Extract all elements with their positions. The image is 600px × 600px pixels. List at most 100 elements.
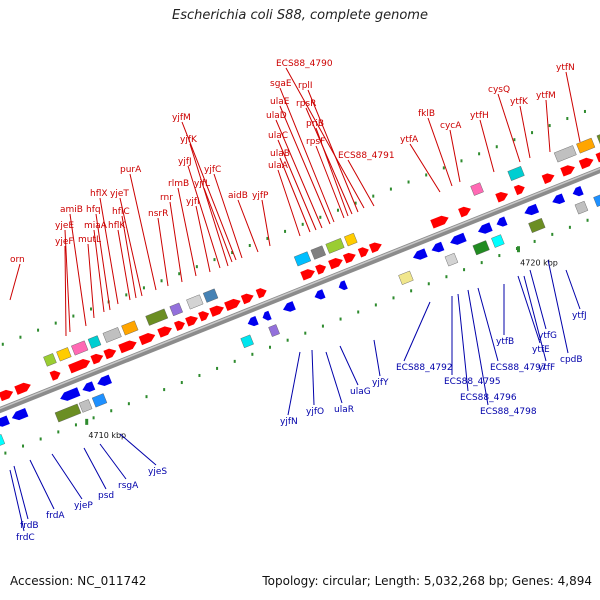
scale-tick xyxy=(74,423,77,427)
forward-gene-arrow xyxy=(174,320,185,332)
scale-tick xyxy=(92,416,95,420)
scale-tick xyxy=(357,310,360,314)
scale-tick xyxy=(19,335,22,339)
feature-box xyxy=(553,145,577,163)
reverse-gene-label: ulaR xyxy=(334,405,354,415)
reverse-gene-arrow xyxy=(431,241,445,253)
scale-tick xyxy=(304,331,307,335)
forward-gene-arrow xyxy=(138,333,156,346)
reverse-leader-line xyxy=(287,351,301,416)
feature-box xyxy=(268,324,280,337)
forward-leader-line xyxy=(347,159,375,207)
forward-gene-arrow xyxy=(103,348,117,360)
reverse-leader-line xyxy=(403,301,431,362)
forward-leader-line xyxy=(497,93,521,163)
forward-gene-label: miaA xyxy=(84,221,108,231)
scale-tick xyxy=(321,324,324,328)
forward-leader-line xyxy=(305,107,353,215)
forward-leader-line xyxy=(87,243,95,319)
reverse-gene-label: ytfB xyxy=(496,337,514,347)
scale-tick xyxy=(110,409,113,413)
reverse-gene-label: yjfY xyxy=(372,378,389,388)
forward-gene-label: hfq xyxy=(86,205,101,215)
reverse-gene-label: cpdB xyxy=(560,355,583,365)
forward-gene-label: yjeE xyxy=(55,221,74,231)
scale-tick xyxy=(551,232,554,236)
scale-tick xyxy=(533,239,536,243)
forward-gene-arrow xyxy=(595,152,600,163)
scale-tick xyxy=(286,338,289,342)
forward-leader-line xyxy=(279,87,335,223)
feature-box xyxy=(186,294,204,310)
feature-box xyxy=(325,238,345,254)
forward-leader-line xyxy=(279,157,311,233)
forward-gene-label: ytfH xyxy=(470,111,489,121)
forward-gene-arrow xyxy=(49,370,61,381)
forward-gene-label: cycA xyxy=(440,121,462,131)
reverse-gene-label: ulaG xyxy=(350,387,371,397)
forward-leader-line xyxy=(277,169,301,237)
forward-gene-label: yjfM xyxy=(172,113,191,123)
reverse-gene-label: frdC xyxy=(16,533,35,543)
reverse-gene-label: yjeP xyxy=(74,501,93,511)
forward-gene-label: nsrR xyxy=(148,209,168,219)
scale-tick xyxy=(284,229,287,233)
forward-gene-arrow xyxy=(578,157,594,170)
reverse-gene-arrow xyxy=(60,387,81,401)
forward-leader-line xyxy=(169,201,183,283)
reverse-gene-arrow xyxy=(0,415,10,427)
forward-gene-arrow xyxy=(90,353,104,365)
reverse-gene-label: ytfE xyxy=(532,345,550,355)
forward-leader-line xyxy=(93,229,105,313)
feature-box xyxy=(491,234,505,248)
reverse-gene-arrow xyxy=(552,193,566,205)
forward-leader-line xyxy=(565,71,581,143)
scale-tick xyxy=(498,254,501,258)
feature-box xyxy=(202,288,219,303)
scale-tick xyxy=(127,402,130,406)
reverse-leader-line xyxy=(29,459,55,510)
genome-summary-text: Topology: circular; Length: 5,032,268 bp… xyxy=(262,574,592,588)
scale-tick xyxy=(445,275,448,279)
forward-gene-label: aidB xyxy=(228,191,248,201)
scale-tick xyxy=(568,225,571,229)
forward-gene-arrow xyxy=(357,247,369,258)
forward-gene-arrow xyxy=(185,315,198,327)
scale-tick xyxy=(22,444,25,448)
feature-box xyxy=(56,347,72,362)
feature-box xyxy=(507,165,525,181)
forward-leader-line xyxy=(449,129,461,183)
feature-box xyxy=(78,399,93,413)
forward-gene-label: hflK xyxy=(108,221,126,231)
forward-leader-line xyxy=(275,119,323,229)
scale-tick xyxy=(57,430,60,434)
scale-tick xyxy=(463,268,466,272)
forward-gene-arrow xyxy=(0,389,14,402)
reverse-gene-label: frdA xyxy=(46,511,65,521)
feature-box xyxy=(91,393,108,408)
reverse-gene-arrow xyxy=(338,280,348,291)
forward-gene-label: priB xyxy=(306,119,324,129)
feature-box xyxy=(54,403,82,423)
forward-gene-arrow xyxy=(14,382,31,395)
feature-box xyxy=(71,340,89,356)
forward-gene-label: yjfC xyxy=(204,165,221,175)
forward-leader-line xyxy=(315,145,345,219)
reverse-gene-arrow xyxy=(572,186,584,197)
reverse-leader-line xyxy=(339,345,359,386)
forward-gene-label: yjfI xyxy=(186,197,200,207)
forward-gene-label: purA xyxy=(120,165,142,175)
scale-tick xyxy=(248,243,251,247)
forward-gene-arrow xyxy=(209,305,224,317)
forward-gene-label: ulaB xyxy=(270,149,290,159)
forward-gene-label: ulaA xyxy=(268,161,289,171)
forward-gene-arrow xyxy=(255,288,267,299)
forward-gene-label: orn xyxy=(10,255,25,265)
reverse-leader-line xyxy=(529,269,547,330)
feature-box xyxy=(528,217,546,233)
forward-gene-arrow xyxy=(157,326,172,338)
forward-gene-label: ulaD xyxy=(266,111,287,121)
feature-box xyxy=(398,270,414,285)
reverse-leader-line xyxy=(311,349,315,406)
backbone-layer xyxy=(0,166,600,414)
